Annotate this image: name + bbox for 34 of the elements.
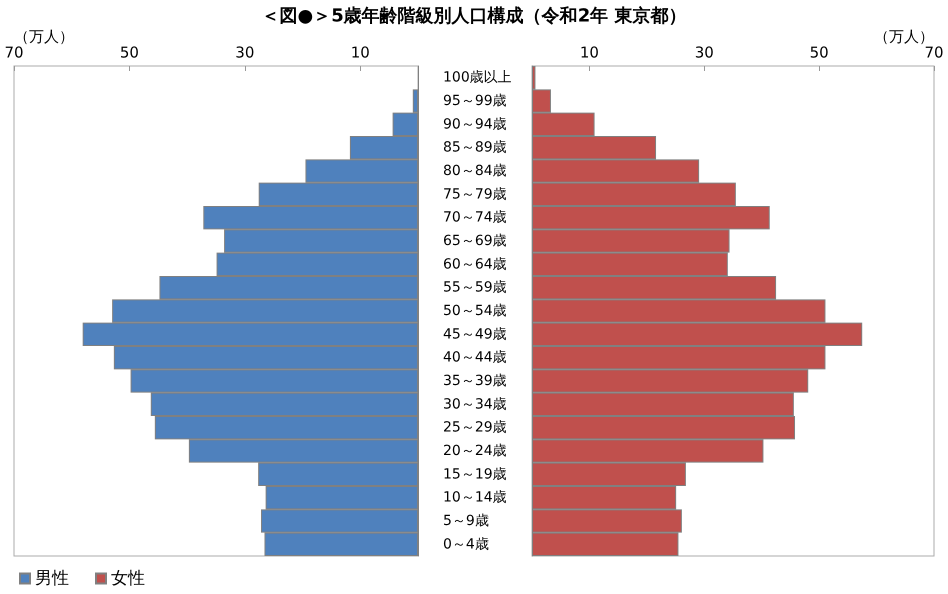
- x-tick-label: 70: [4, 44, 24, 62]
- y-tick-label: 60～64歳: [443, 256, 507, 272]
- x-tick-label: 30: [694, 44, 714, 62]
- y-tick-label: 20～24歳: [443, 443, 507, 459]
- x-axis-title: （万人）: [874, 28, 934, 46]
- x-tick-label: 70: [924, 44, 944, 62]
- x-tick-label: 10: [580, 44, 599, 62]
- y-tick-label: 25～29歳: [443, 420, 507, 436]
- y-tick-label: 75～79歳: [443, 186, 507, 202]
- y-tick-label: 0～4歳: [443, 536, 489, 552]
- x-tick-label: 10: [350, 44, 370, 62]
- y-tick-label: 45～49歳: [443, 326, 507, 342]
- x-axis-title: （万人）: [14, 28, 74, 46]
- text: ＜図●＞5歳年齢階級別人口構成（令和2年 東京都）: [261, 6, 687, 26]
- y-tick-label: 55～59歳: [443, 280, 507, 296]
- y-tick-label: 10～14歳: [443, 490, 507, 506]
- x-tick-label: 50: [120, 44, 139, 62]
- y-tick-label: 15～19歳: [443, 466, 507, 482]
- y-tick-label: 70～74歳: [443, 210, 507, 226]
- y-tick-label: 100歳以上: [443, 70, 512, 86]
- y-tick-label: 50～54歳: [443, 303, 507, 319]
- y-tick-label: 95～99歳: [443, 93, 507, 109]
- y-tick-label: 5～9歳: [443, 513, 489, 529]
- x-tick-label: 50: [810, 44, 829, 62]
- legend-label: 男性: [35, 568, 69, 588]
- legend-label: 女性: [111, 568, 145, 588]
- y-tick-label: 80～84歳: [443, 163, 507, 179]
- y-tick-label: 85～89歳: [443, 140, 507, 156]
- x-tick-label: 30: [235, 44, 254, 62]
- y-tick-label: 65～69歳: [443, 233, 507, 249]
- y-tick-label: 90～94歳: [443, 116, 507, 132]
- y-tick-label: 30～34歳: [443, 396, 507, 412]
- y-tick-label: 40～44歳: [443, 350, 507, 366]
- y-tick-label: 35～39歳: [443, 373, 507, 389]
